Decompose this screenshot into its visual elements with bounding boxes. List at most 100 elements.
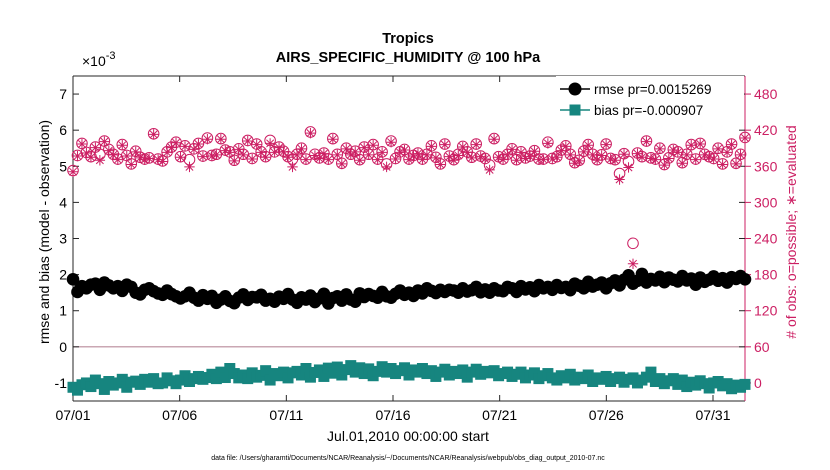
- bias-point: [278, 366, 290, 378]
- right-tick-label: 360: [754, 158, 778, 174]
- obs-evaluated-point: [282, 152, 294, 163]
- obs-evaluated-point: [372, 154, 383, 165]
- obs-evaluated-point: [76, 138, 88, 150]
- obs-evaluated-point: [565, 149, 576, 161]
- obs-evaluated-point: [135, 152, 146, 164]
- obs-evaluated-point: [269, 147, 280, 158]
- obs-evaluated-point: [502, 149, 513, 161]
- bias-point: [425, 365, 437, 377]
- obs-evaluated-point: [479, 153, 491, 165]
- x-axis-label: Jul.01,2010 00:00:00 start: [327, 428, 489, 444]
- legend-rmse-marker: [568, 82, 582, 96]
- bias-point: [242, 373, 254, 385]
- obs-evaluated-point: [488, 133, 500, 145]
- obs-evaluated-point: [497, 154, 509, 165]
- obs-evaluated-point: [309, 150, 321, 161]
- obs-evaluated-point: [484, 164, 495, 176]
- left-tick-label: -1: [55, 375, 68, 391]
- obs-evaluated-point: [645, 153, 657, 164]
- obs-evaluated-point: [148, 129, 159, 140]
- x-tick-label: 07/26: [589, 407, 624, 423]
- bias-point: [564, 368, 576, 380]
- bias-point: [331, 361, 343, 373]
- obs-evaluated-point: [650, 154, 661, 165]
- obs-evaluated-point: [130, 146, 141, 158]
- obs-evaluated-point: [524, 151, 536, 162]
- obs-evaluated-point: [444, 151, 455, 162]
- obs-evaluated-point: [735, 149, 746, 161]
- obs-evaluated-point: [439, 139, 451, 150]
- rmse-point: [66, 273, 80, 286]
- bias-point: [667, 373, 679, 385]
- bias-point: [645, 366, 657, 378]
- x-tick-label: 07/21: [482, 407, 517, 423]
- obs-evaluated-point: [403, 154, 415, 165]
- right-tick-label: 420: [754, 122, 778, 138]
- right-tick-label: 300: [754, 194, 778, 210]
- legend-box: [556, 76, 744, 124]
- obs-evaluated-point: [81, 147, 92, 159]
- obs-evaluated-point: [121, 150, 132, 162]
- left-tick-label: 7: [59, 86, 67, 102]
- obs-possible-point: [627, 237, 639, 250]
- obs-evaluated-point: [641, 136, 652, 147]
- obs-evaluated-point: [305, 127, 316, 139]
- obs-evaluated-point: [152, 154, 164, 165]
- obs-evaluated-point: [596, 150, 607, 161]
- obs-evaluated-point: [184, 161, 195, 173]
- obs-evaluated-point: [359, 142, 370, 153]
- bias-point: [363, 363, 375, 375]
- obs-evaluated-point: [712, 143, 724, 155]
- obs-evaluated-point: [493, 152, 504, 163]
- left-tick-label: 1: [59, 303, 67, 319]
- obs-evaluated-point: [390, 153, 401, 165]
- bias-point: [515, 366, 527, 378]
- obs-evaluated-point: [72, 150, 83, 162]
- bias-point: [260, 365, 272, 377]
- obs-evaluated-point: [614, 174, 625, 185]
- obs-evaluated-point: [560, 141, 571, 152]
- obs-evaluated-point: [609, 155, 621, 166]
- obs-evaluated-point: [224, 147, 235, 158]
- obs-evaluated-point: [166, 142, 177, 153]
- obs-evaluated-point: [67, 166, 79, 177]
- obs-evaluated-point: [99, 136, 110, 147]
- footnote: data file: /Users/gharamti/Documents/NCA…: [211, 455, 605, 462]
- obs-evaluated-point: [103, 145, 115, 156]
- obs-evaluated-point: [556, 145, 567, 156]
- obs-evaluated-point: [623, 162, 634, 173]
- obs-evaluated-point: [273, 142, 285, 153]
- obs-evaluated-point: [448, 155, 459, 166]
- obs-evaluated-point: [287, 161, 298, 173]
- legend: rmse pr=0.0015269 bias pr=-0.000907: [556, 76, 744, 124]
- obs-evaluated-point: [85, 152, 97, 163]
- obs-evaluated-point: [215, 133, 227, 145]
- obs-evaluated-point: [466, 152, 477, 164]
- x-tick-label: 07/16: [375, 407, 410, 423]
- obs-evaluated-point: [255, 147, 267, 158]
- right-tick-label: 60: [754, 339, 770, 355]
- obs-evaluated-point: [471, 139, 482, 150]
- bias-point: [85, 381, 97, 393]
- obs-evaluated-point: [143, 153, 155, 164]
- obs-evaluated-point: [457, 141, 468, 153]
- bias-point: [457, 364, 469, 376]
- obs-evaluated-point: [314, 153, 325, 164]
- obs-evaluated-point: [717, 159, 728, 170]
- right-tick-label: 180: [754, 267, 778, 283]
- obs-evaluated-point: [296, 143, 307, 155]
- left-y-axis-label: rmse and bias (model - observation): [36, 120, 52, 344]
- bias-point: [210, 373, 222, 385]
- obs-evaluated-point: [699, 149, 710, 161]
- obs-evaluated-point: [618, 149, 630, 160]
- x-tick-label: 07/31: [695, 407, 730, 423]
- obs-evaluated-point: [336, 158, 347, 170]
- exponent-base: ×10: [82, 53, 106, 69]
- bias-point: [94, 378, 106, 390]
- obs-evaluated-point: [233, 144, 244, 155]
- obs-evaluated-point: [229, 155, 240, 167]
- obs-evaluated-point: [627, 258, 639, 269]
- obs-evaluated-point: [686, 140, 697, 151]
- obs-evaluated-point: [202, 133, 213, 145]
- obs-evaluated-point: [583, 140, 594, 151]
